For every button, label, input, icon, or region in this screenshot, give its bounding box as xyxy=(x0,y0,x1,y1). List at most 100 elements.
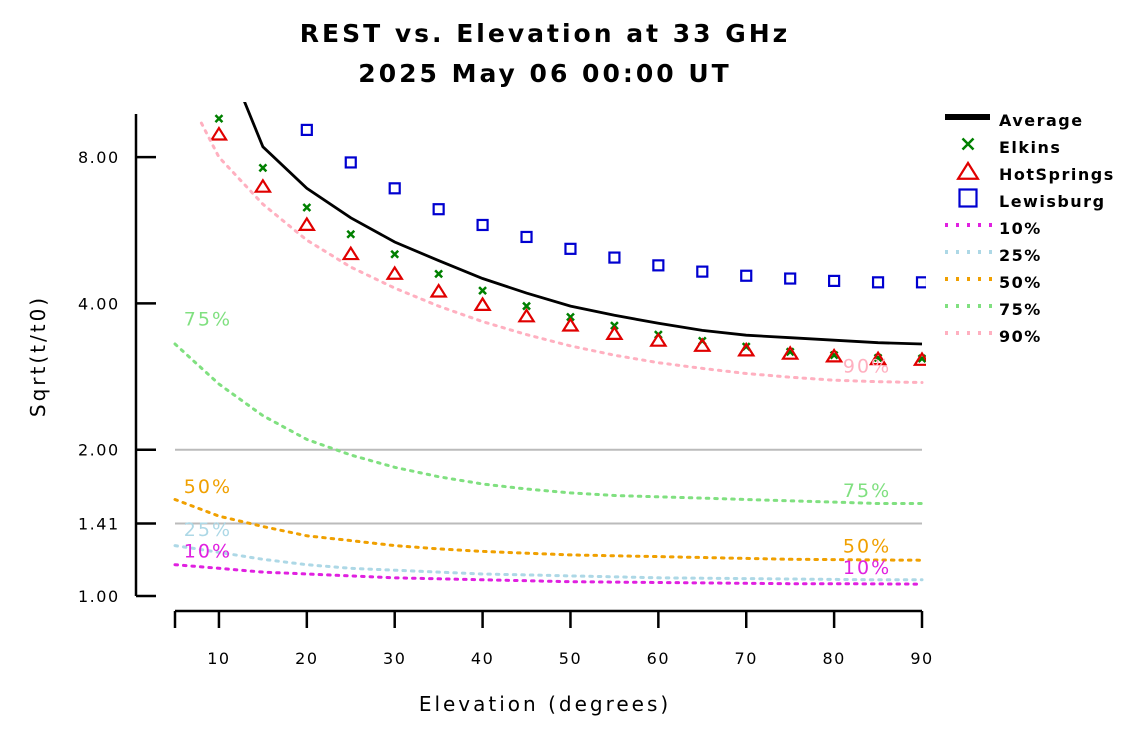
series-layer xyxy=(173,102,926,586)
data-point-hotsprings xyxy=(605,325,624,340)
annotation-label: 25% xyxy=(184,519,232,541)
data-point-lewisburg xyxy=(300,123,313,137)
x-tick-label: 70 xyxy=(735,649,758,668)
data-point-elkins xyxy=(566,312,575,322)
annotations-layer: 75%50%25%10%90%75%50%10% xyxy=(184,309,891,579)
data-point-hotsprings xyxy=(253,178,273,193)
legend-label-75-pct: 75% xyxy=(999,300,1042,319)
data-point-elkins xyxy=(478,286,487,295)
legend: Average Elkins HotSprings Lewisburg 10% 25% 50… xyxy=(945,111,1115,346)
annotation-label: 10% xyxy=(184,541,232,563)
series-hotsprings xyxy=(209,126,926,366)
data-point-elkins xyxy=(258,163,268,173)
legend-swatch-hotsprings xyxy=(956,160,980,180)
legend-label-lewisburg: Lewisburg xyxy=(999,192,1106,211)
y-tick-label: 1.00 xyxy=(78,587,120,606)
x-tick-label: 50 xyxy=(559,649,582,668)
data-point-hotsprings xyxy=(297,216,316,231)
data-point-hotsprings xyxy=(473,296,492,311)
series-line-75-pct xyxy=(173,342,924,505)
data-point-hotsprings xyxy=(385,265,404,280)
x-tick-label: 30 xyxy=(383,649,406,668)
series-50-pct xyxy=(173,498,924,562)
data-point-hotsprings xyxy=(561,317,580,332)
annotation-label: 50% xyxy=(843,535,891,557)
x-tick-label: 90 xyxy=(910,649,933,668)
legend-swatch-elkins xyxy=(961,137,975,151)
y-tick-label: 4.00 xyxy=(78,294,120,313)
data-point-lewisburg xyxy=(784,272,797,285)
axes: 1.00 1.41 2.00 4.00 8.00 10 20 30 40 50 60 70 80 90 xyxy=(78,114,933,668)
data-point-hotsprings xyxy=(429,283,448,298)
data-point-lewisburg xyxy=(344,156,357,169)
x-tick-label: 60 xyxy=(647,649,670,668)
data-point-lewisburg xyxy=(608,251,621,264)
data-point-lewisburg xyxy=(388,182,401,195)
data-point-lewisburg xyxy=(828,274,841,287)
series-elkins xyxy=(214,114,926,363)
legend-label-elkins: Elkins xyxy=(999,138,1061,157)
y-tick-label: 8.00 xyxy=(78,148,120,167)
data-point-hotsprings xyxy=(912,351,926,366)
series-90-pct xyxy=(199,121,924,384)
legend-label-90-pct: 90% xyxy=(999,327,1042,346)
data-point-elkins xyxy=(346,229,356,239)
series-line-50-pct xyxy=(173,498,924,562)
data-point-lewisburg xyxy=(915,276,926,289)
data-point-hotsprings xyxy=(824,347,844,363)
annotation-label: 10% xyxy=(843,557,891,579)
annotation-label: 75% xyxy=(184,309,232,331)
legend-label-hotsprings: HotSprings xyxy=(999,165,1115,184)
data-point-lewisburg xyxy=(652,259,665,272)
series-lewisburg xyxy=(300,123,926,289)
chart-subtitle: 2025 May 06 00:00 UT xyxy=(358,59,731,88)
x-tick-label: 20 xyxy=(295,649,318,668)
legend-swatch-lewisburg xyxy=(958,188,978,208)
data-point-lewisburg xyxy=(432,203,445,216)
series-line-25-pct xyxy=(173,544,924,582)
x-axis-label: Elevation (degrees) xyxy=(419,692,671,716)
series-25-pct xyxy=(173,544,924,582)
data-point-elkins xyxy=(214,114,224,123)
series-75-pct xyxy=(173,342,924,505)
legend-label-10-pct: 10% xyxy=(999,219,1042,238)
series-line-90-pct xyxy=(199,121,924,384)
data-point-hotsprings xyxy=(517,307,536,323)
data-point-elkins xyxy=(302,203,312,212)
data-point-hotsprings xyxy=(781,345,800,360)
series-average xyxy=(243,102,923,346)
series-10-pct xyxy=(173,563,924,586)
data-point-lewisburg xyxy=(696,265,709,278)
data-point-hotsprings xyxy=(737,341,756,357)
reference-lines xyxy=(175,448,922,525)
chart-title: REST vs. Elevation at 33 GHz xyxy=(300,19,790,48)
data-point-lewisburg xyxy=(871,276,885,289)
data-point-hotsprings xyxy=(649,332,668,347)
x-tick-label: 80 xyxy=(822,649,845,668)
y-tick-label: 2.00 xyxy=(78,441,120,460)
data-point-hotsprings xyxy=(693,337,712,352)
y-tick-label: 1.41 xyxy=(78,514,120,533)
data-point-hotsprings xyxy=(868,350,888,366)
annotation-label: 90% xyxy=(843,356,891,378)
data-point-elkins xyxy=(434,269,444,279)
legend-label-50-pct: 50% xyxy=(999,273,1042,292)
annotation-label: 75% xyxy=(843,480,891,502)
x-tick-label: 10 xyxy=(207,649,230,668)
data-point-lewisburg xyxy=(476,218,489,232)
y-axis-label: Sqrt(t/t0) xyxy=(26,295,50,417)
series-line-average xyxy=(243,102,923,346)
legend-label-25-pct: 25% xyxy=(999,246,1042,265)
data-point-hotsprings xyxy=(209,126,229,141)
data-point-elkins xyxy=(390,249,400,259)
legend-label-average: Average xyxy=(999,111,1084,130)
annotation-label: 50% xyxy=(184,476,232,498)
data-point-lewisburg xyxy=(564,242,577,255)
series-line-10-pct xyxy=(173,563,924,586)
data-point-hotsprings xyxy=(341,245,360,261)
data-point-lewisburg xyxy=(520,230,533,244)
data-point-elkins xyxy=(522,301,531,311)
x-tick-label: 40 xyxy=(471,649,494,668)
